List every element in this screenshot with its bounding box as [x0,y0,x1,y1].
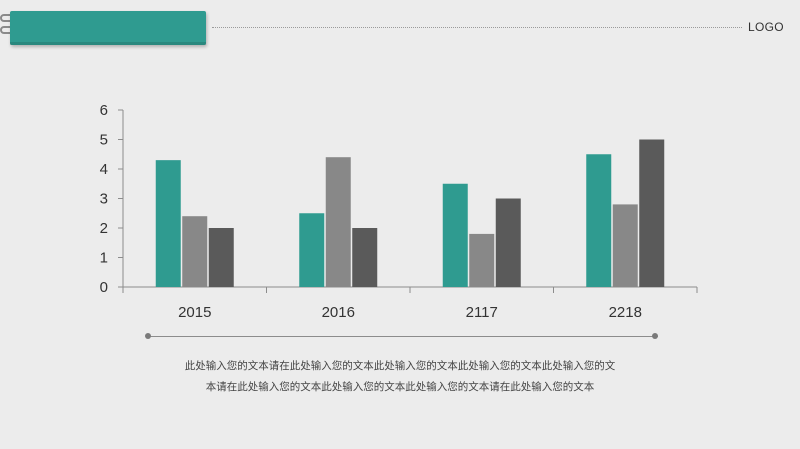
y-axis: 0 1 2 3 4 5 6 [100,102,124,296]
y-tick-label: 2 [100,220,108,237]
bar [352,228,378,287]
x-axis: 2015 2016 2117 2218 [122,286,698,321]
bars [155,139,665,287]
y-tick-label: 4 [100,161,108,178]
y-tick-label: 0 [100,279,108,296]
caption-line-2: 本请在此处输入您的文本此处输入您的文本此处输入您的文本请在此处输入您的文本 [205,381,595,393]
caption-line-1: 此处输入您的文本请在此处输入您的文本此处输入您的文本此处输入您的文本此处输入您的… [184,360,616,372]
header-tab [10,11,206,45]
y-tick-label: 6 [100,102,108,119]
bar [325,157,351,287]
x-tick-label: 2015 [178,304,211,321]
bar [469,233,495,287]
caption-text: 此处输入您的文本请在此处输入您的文本此处输入您的文本此处输入您的文本此处输入您的… [140,356,660,398]
y-tick-label: 5 [100,132,108,149]
bar [208,228,234,287]
bar [612,204,638,287]
bar [299,213,325,287]
x-tick-label: 2117 [466,304,498,321]
bar [586,154,612,287]
header-divider [212,27,742,28]
x-tick-label: 2218 [609,304,642,321]
divider-dot-left [145,333,151,339]
logo: LOGO [748,20,784,34]
y-tick-label: 3 [100,191,108,208]
divider-line [148,336,658,337]
divider-dot-right [652,333,658,339]
bar [639,139,665,287]
bar [495,198,521,287]
y-tick-label: 1 [100,250,108,267]
x-tick-label: 2016 [322,304,355,321]
bar [182,216,208,287]
bar [442,183,468,287]
bar [155,160,181,287]
